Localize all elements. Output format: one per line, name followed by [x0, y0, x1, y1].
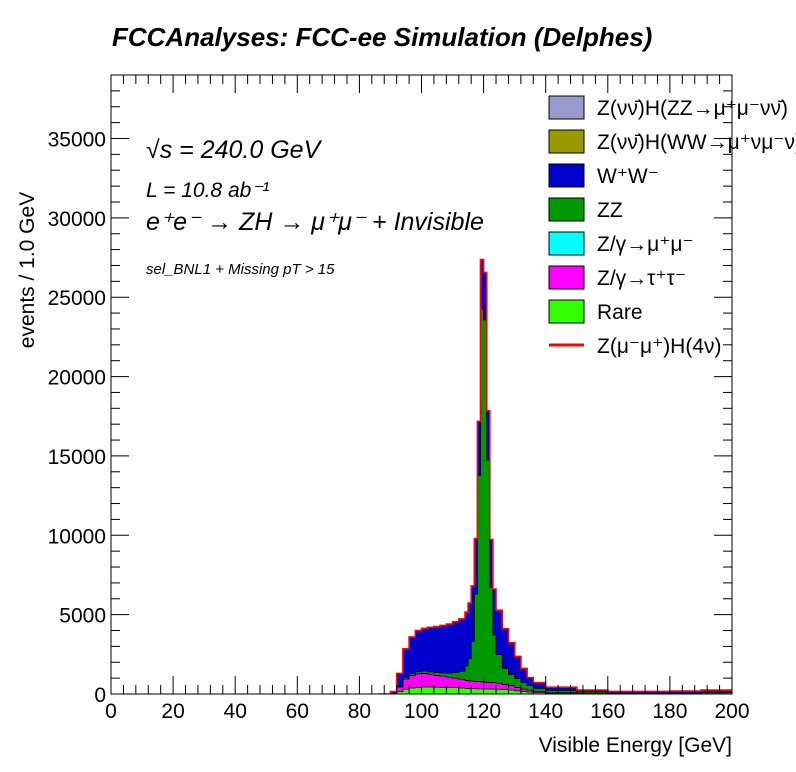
x-axis: 0 20 40 60 80 100 120 140 160 180 200: [105, 75, 750, 723]
y-axis: 0 5000 10000 15000 20000 25000 30000 35000: [48, 74, 732, 707]
process-label: e⁺e⁻ → ZH → μ⁺μ⁻ + Invisible: [146, 208, 484, 236]
x-tick-label: 40: [224, 700, 247, 723]
legend-label: Rare: [597, 301, 643, 324]
legend-label: ZZ: [597, 199, 623, 222]
legend-label: Z/γ→τ⁺τ⁻: [597, 267, 686, 290]
legend-swatch: [548, 299, 585, 324]
x-tick-label: 180: [652, 700, 687, 723]
x-tick-label: 120: [466, 700, 501, 723]
legend: Z(νν̄)H(ZZ→μ⁺μ⁻νν̄) Z(νν̄)H(WW→μ⁺νμ⁻ν) W⁺W…: [548, 95, 796, 358]
stacked-histograms: [378, 258, 732, 694]
y-tick-label: 35000: [48, 128, 106, 151]
y-tick-label: 30000: [48, 208, 106, 231]
selection-label: sel_BNL1 + Missing pT > 15: [146, 261, 335, 278]
x-tick-label: 20: [161, 700, 184, 723]
legend-swatch: [548, 265, 585, 290]
y-tick-label: 25000: [48, 287, 106, 310]
legend-label: Z(μ⁻μ⁺)H(4ν): [597, 335, 722, 358]
x-tick-label: 140: [528, 700, 563, 723]
legend-label: Z(νν̄)H(WW→μ⁺νμ⁻ν): [597, 131, 796, 154]
x-tick-label: 100: [404, 700, 439, 723]
sqrt-s-label: √s = 240.0 GeV: [146, 136, 323, 164]
legend-swatch: [548, 129, 585, 154]
legend-swatch: [548, 163, 585, 188]
x-tick-label: 160: [590, 700, 625, 723]
series-w-w--area: [378, 259, 732, 694]
legend-label: W⁺W⁻: [597, 165, 659, 188]
legend-swatch: [548, 231, 585, 256]
x-tick-label: 0: [105, 700, 117, 723]
legend-label: Z(νν̄)H(ZZ→μ⁺μ⁻νν̄): [597, 97, 788, 120]
y-tick-label: 5000: [59, 605, 106, 628]
y-tick-label: 15000: [48, 446, 106, 469]
luminosity-label: L = 10.8 ab⁻¹: [146, 179, 269, 202]
x-tick-label: 60: [286, 700, 309, 723]
y-tick-label: 10000: [48, 525, 106, 548]
legend-swatch: [548, 95, 585, 120]
y-axis-label: events / 1.0 GeV: [16, 192, 39, 348]
x-axis-label: Visible Energy [GeV]: [539, 734, 732, 757]
legend-swatch: [548, 197, 585, 222]
legend-label: Z/γ→μ⁺μ⁻: [597, 233, 694, 256]
y-tick-label: 20000: [48, 367, 106, 390]
chart-title: FCCAnalyses: FCC-ee Simulation (Delphes): [112, 22, 652, 52]
x-tick-label: 200: [714, 700, 749, 723]
y-tick-label: 0: [94, 684, 106, 707]
x-tick-label: 80: [348, 700, 371, 723]
